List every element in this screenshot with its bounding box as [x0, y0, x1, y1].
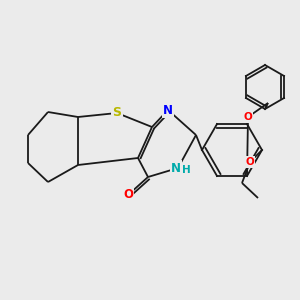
Text: O: O [123, 188, 133, 202]
Text: H: H [182, 165, 190, 175]
Text: O: O [244, 112, 252, 122]
Text: N: N [171, 161, 181, 175]
Text: N: N [163, 103, 173, 116]
Text: O: O [246, 157, 254, 167]
Text: S: S [112, 106, 122, 119]
